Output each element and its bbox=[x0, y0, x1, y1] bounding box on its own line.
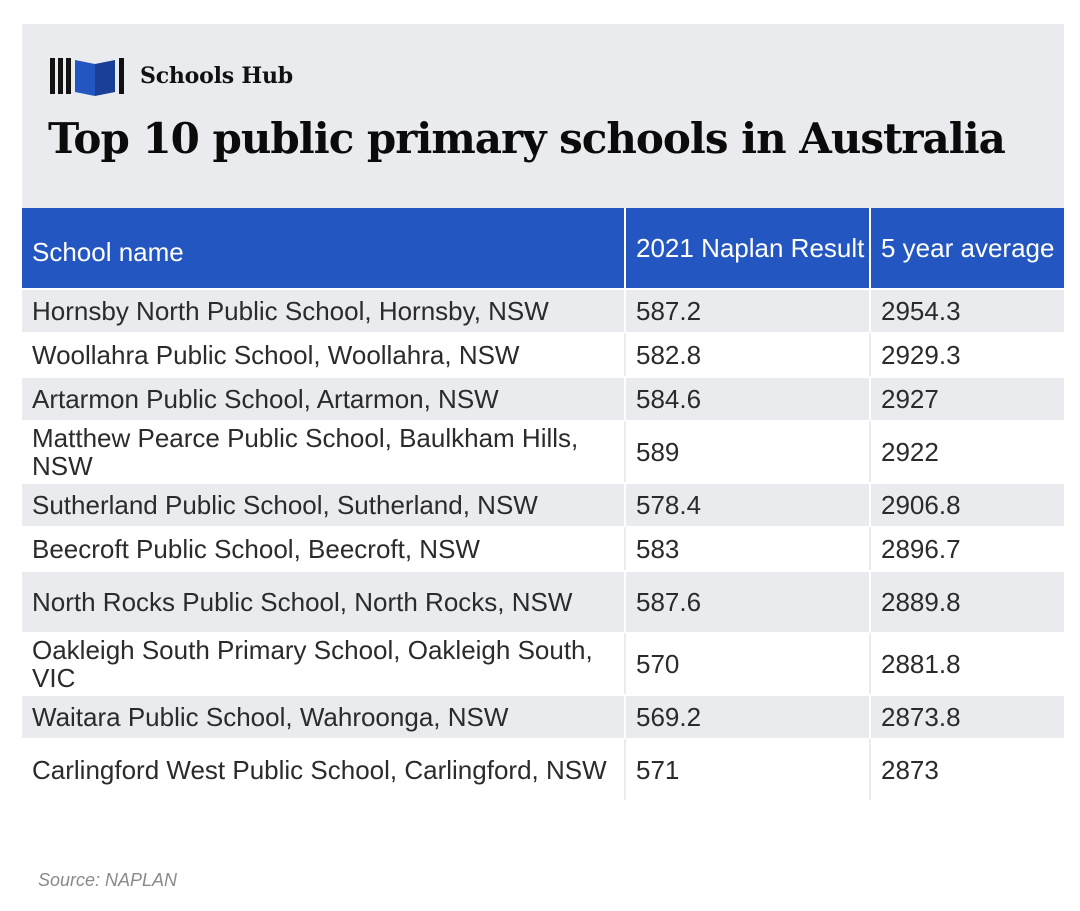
chart-title: Top 10 public primary schools in Austral… bbox=[48, 114, 1006, 163]
cell-school: Matthew Pearce Public School, Baulkham H… bbox=[22, 420, 626, 482]
chart-card: Schools Hub Top 10 public primary school… bbox=[22, 24, 1064, 860]
cell-naplan: 584.6 bbox=[626, 376, 871, 420]
cell-naplan: 587.6 bbox=[626, 570, 871, 632]
cell-average: 2873 bbox=[871, 738, 1064, 800]
cell-naplan: 583 bbox=[626, 526, 871, 570]
table-row: Carlingford West Public School, Carlingf… bbox=[22, 738, 1064, 800]
cell-naplan: 569.2 bbox=[626, 694, 871, 738]
table-row: Beecroft Public School, Beecroft, NSW 58… bbox=[22, 526, 1064, 570]
cell-naplan: 589 bbox=[626, 420, 871, 482]
header-five-year-average: 5 year average bbox=[871, 208, 1064, 288]
cell-school: North Rocks Public School, North Rocks, … bbox=[22, 570, 626, 632]
cell-school: Oakleigh South Primary School, Oakleigh … bbox=[22, 632, 626, 694]
cell-average: 2922 bbox=[871, 420, 1064, 482]
cell-average: 2873.8 bbox=[871, 694, 1064, 738]
cell-naplan: 587.2 bbox=[626, 288, 871, 332]
cell-school: Waitara Public School, Wahroonga, NSW bbox=[22, 694, 626, 738]
header-naplan-result: 2021 Naplan Result bbox=[626, 208, 871, 288]
table-row: North Rocks Public School, North Rocks, … bbox=[22, 570, 1064, 632]
cell-school: Artarmon Public School, Artarmon, NSW bbox=[22, 376, 626, 420]
cell-school: Carlingford West Public School, Carlingf… bbox=[22, 738, 626, 800]
source-note: Source: NAPLAN bbox=[38, 870, 178, 890]
table-header-row: School name 2021 Naplan Result 5 year av… bbox=[22, 208, 1064, 288]
cell-average: 2929.3 bbox=[871, 332, 1064, 376]
cell-average: 2896.7 bbox=[871, 526, 1064, 570]
cell-school: Woollahra Public School, Woollahra, NSW bbox=[22, 332, 626, 376]
cell-school: Hornsby North Public School, Hornsby, NS… bbox=[22, 288, 626, 332]
table-row: Matthew Pearce Public School, Baulkham H… bbox=[22, 420, 1064, 482]
cell-naplan: 582.8 bbox=[626, 332, 871, 376]
chart-header: Schools Hub Top 10 public primary school… bbox=[22, 24, 1064, 208]
cell-school: Sutherland Public School, Sutherland, NS… bbox=[22, 482, 626, 526]
header-school-name: School name bbox=[22, 208, 626, 288]
cell-average: 2954.3 bbox=[871, 288, 1064, 332]
cell-average: 2927 bbox=[871, 376, 1064, 420]
brand: Schools Hub bbox=[48, 54, 293, 98]
table-row: Hornsby North Public School, Hornsby, NS… bbox=[22, 288, 1064, 332]
cell-naplan: 578.4 bbox=[626, 482, 871, 526]
cell-naplan: 571 bbox=[626, 738, 871, 800]
schools-table: School name 2021 Naplan Result 5 year av… bbox=[22, 208, 1064, 800]
books-icon bbox=[50, 58, 124, 96]
cell-school: Beecroft Public School, Beecroft, NSW bbox=[22, 526, 626, 570]
cell-average: 2889.8 bbox=[871, 570, 1064, 632]
cell-average: 2906.8 bbox=[871, 482, 1064, 526]
cell-average: 2881.8 bbox=[871, 632, 1064, 694]
cell-naplan: 570 bbox=[626, 632, 871, 694]
table-row: Artarmon Public School, Artarmon, NSW 58… bbox=[22, 376, 1064, 420]
table-row: Sutherland Public School, Sutherland, NS… bbox=[22, 482, 1064, 526]
table-row: Waitara Public School, Wahroonga, NSW 56… bbox=[22, 694, 1064, 738]
table-row: Woollahra Public School, Woollahra, NSW … bbox=[22, 332, 1064, 376]
table-row: Oakleigh South Primary School, Oakleigh … bbox=[22, 632, 1064, 694]
brand-name: Schools Hub bbox=[140, 63, 293, 89]
